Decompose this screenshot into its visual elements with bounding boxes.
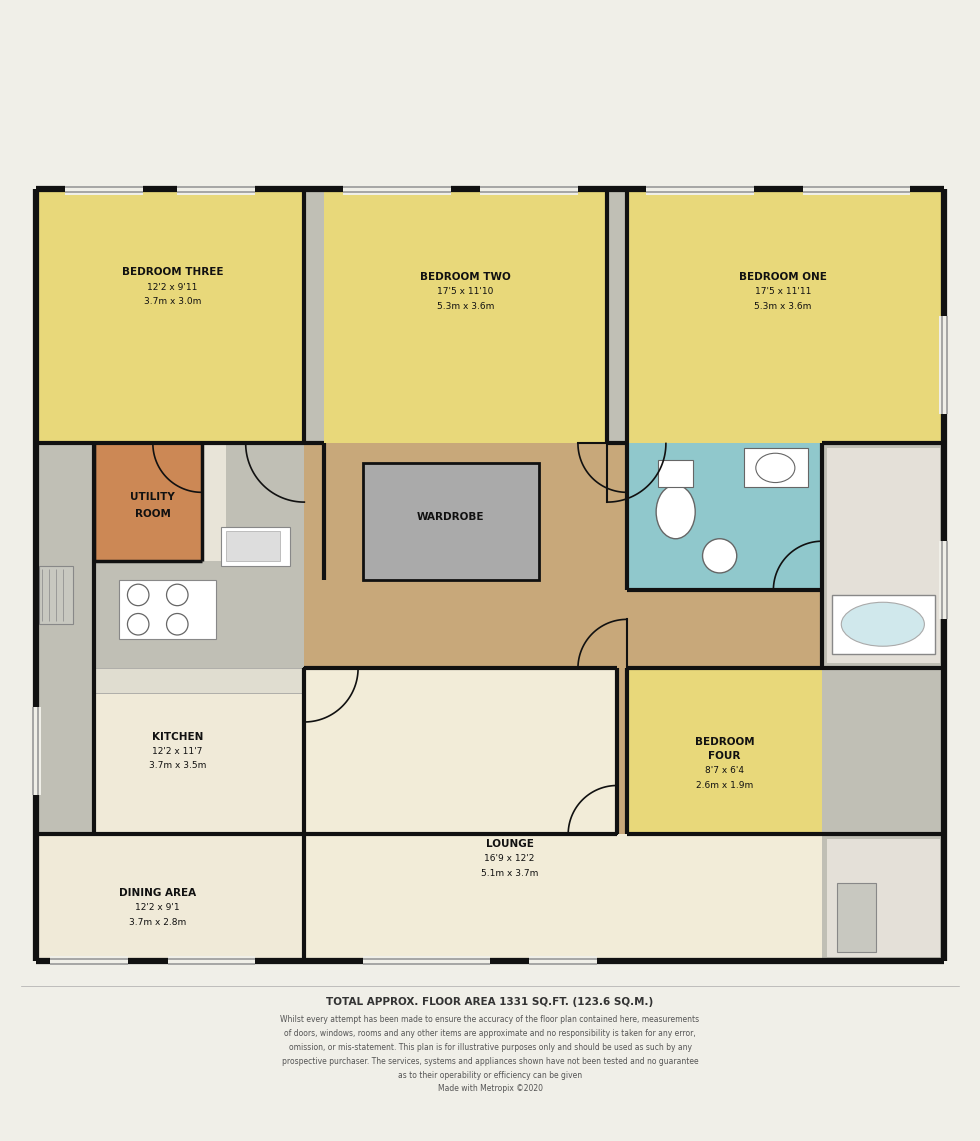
Text: 17'5 x 11'10: 17'5 x 11'10 xyxy=(437,288,494,297)
Text: 3.7m x 2.8m: 3.7m x 2.8m xyxy=(129,917,186,926)
Bar xyxy=(744,448,808,487)
Text: BEDROOM ONE: BEDROOM ONE xyxy=(739,273,827,282)
Ellipse shape xyxy=(756,453,795,483)
Bar xyxy=(363,956,490,966)
Polygon shape xyxy=(305,444,822,834)
Bar xyxy=(647,184,754,195)
Text: 8'7 x 6'4: 8'7 x 6'4 xyxy=(705,767,744,776)
Bar xyxy=(94,444,202,560)
Ellipse shape xyxy=(841,602,924,646)
Ellipse shape xyxy=(657,485,695,539)
Text: 5.3m x 3.6m: 5.3m x 3.6m xyxy=(755,302,811,311)
Text: 5.3m x 3.6m: 5.3m x 3.6m xyxy=(437,302,494,311)
Bar xyxy=(94,669,305,834)
Text: LOUNGE: LOUNGE xyxy=(486,839,533,849)
Text: WARDROBE: WARDROBE xyxy=(417,512,485,521)
Bar xyxy=(35,189,305,444)
Text: 3.7m x 3.5m: 3.7m x 3.5m xyxy=(149,761,206,770)
Bar xyxy=(119,581,217,639)
Bar xyxy=(659,460,693,487)
Bar xyxy=(50,956,128,966)
Bar xyxy=(529,956,598,966)
Bar xyxy=(38,566,73,624)
Bar xyxy=(35,189,945,962)
Bar xyxy=(939,316,950,414)
Bar xyxy=(822,444,945,669)
Text: FOUR: FOUR xyxy=(709,751,741,761)
Bar xyxy=(363,463,539,581)
Text: BEDROOM THREE: BEDROOM THREE xyxy=(122,267,223,277)
Text: 12'2 x 9'11: 12'2 x 9'11 xyxy=(147,283,198,292)
Bar xyxy=(94,444,226,560)
Bar xyxy=(35,834,305,962)
Bar xyxy=(803,184,910,195)
Text: 17'5 x 11'11: 17'5 x 11'11 xyxy=(755,288,811,297)
Bar xyxy=(94,669,305,693)
Text: 16'9 x 12'2: 16'9 x 12'2 xyxy=(484,855,535,864)
Ellipse shape xyxy=(703,539,737,573)
Bar xyxy=(837,883,876,952)
Bar xyxy=(168,956,256,966)
Bar xyxy=(627,189,945,444)
Bar xyxy=(343,184,451,195)
Text: ROOM: ROOM xyxy=(135,509,171,519)
Bar xyxy=(177,184,256,195)
Bar xyxy=(65,184,143,195)
Text: Whilst every attempt has been made to ensure the accuracy of the floor plan cont: Whilst every attempt has been made to en… xyxy=(280,1015,700,1093)
Bar xyxy=(627,669,822,834)
Bar xyxy=(226,532,280,560)
Bar xyxy=(35,444,94,669)
Text: BEDROOM TWO: BEDROOM TWO xyxy=(420,273,511,282)
Bar xyxy=(627,444,822,590)
Bar xyxy=(323,189,608,444)
Text: KITCHEN: KITCHEN xyxy=(152,731,203,742)
Bar xyxy=(221,526,290,566)
Text: 12'2 x 9'1: 12'2 x 9'1 xyxy=(135,904,180,912)
Text: 12'2 x 11'7: 12'2 x 11'7 xyxy=(152,747,203,755)
Text: DINING AREA: DINING AREA xyxy=(120,888,196,898)
Bar xyxy=(827,840,940,956)
Text: 5.1m x 3.7m: 5.1m x 3.7m xyxy=(481,869,538,877)
Bar xyxy=(480,184,578,195)
Text: TOTAL APPROX. FLOOR AREA 1331 SQ.FT. (123.6 SQ.M.): TOTAL APPROX. FLOOR AREA 1331 SQ.FT. (12… xyxy=(326,997,654,1008)
Polygon shape xyxy=(305,669,822,962)
Bar xyxy=(827,448,940,663)
Bar xyxy=(30,707,41,795)
Bar xyxy=(939,541,950,620)
Bar xyxy=(832,594,935,654)
Text: 2.6m x 1.9m: 2.6m x 1.9m xyxy=(696,780,754,790)
Text: 3.7m x 3.0m: 3.7m x 3.0m xyxy=(144,298,201,306)
Bar xyxy=(822,669,945,962)
Text: UTILITY: UTILITY xyxy=(130,492,175,502)
Text: BEDROOM: BEDROOM xyxy=(695,736,755,746)
Bar xyxy=(363,463,539,581)
